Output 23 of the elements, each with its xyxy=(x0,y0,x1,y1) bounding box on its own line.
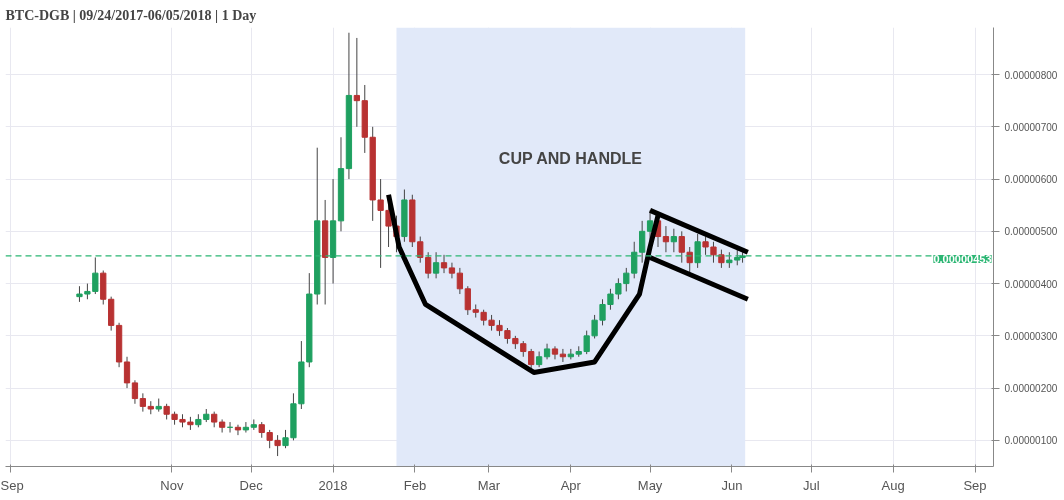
y-tick-label: 0.00000500 xyxy=(1004,226,1058,238)
x-tick-label: Jul xyxy=(802,477,820,493)
x-tick-label: May xyxy=(637,477,663,493)
x-tick-label: Apr xyxy=(560,477,582,493)
y-tick-label: 0.00000600 xyxy=(1004,174,1058,186)
x-tick-label: Feb xyxy=(403,477,427,493)
y-tick-label: 0.00000800 xyxy=(1004,69,1058,81)
y-tick-label: 0.00000300 xyxy=(1004,330,1058,342)
y-tick-label: 0.00000700 xyxy=(1004,121,1058,133)
x-tick-label: Mar xyxy=(477,477,501,493)
ref-line-label: 0.00000453 xyxy=(933,252,992,265)
x-tick-label: Sep xyxy=(963,477,987,493)
x-tick-label: Jun xyxy=(721,477,743,493)
y-tick-label: 0.00000400 xyxy=(1004,278,1058,290)
y-tick-label: 0.00000200 xyxy=(1004,383,1058,395)
x-tick-label: Sep xyxy=(0,477,24,493)
x-tick-label: Aug xyxy=(881,477,905,493)
x-tick-label: Dec xyxy=(239,477,264,493)
x-tick-label: Nov xyxy=(160,477,184,493)
y-tick-label: 0.00000100 xyxy=(1004,435,1058,447)
x-tick-label: 2018 xyxy=(318,477,348,493)
chart-title: BTC-DGB | 09/24/2017-06/05/2018 | 1 Day xyxy=(5,7,257,23)
band-label: CUP AND HANDLE xyxy=(498,149,643,167)
